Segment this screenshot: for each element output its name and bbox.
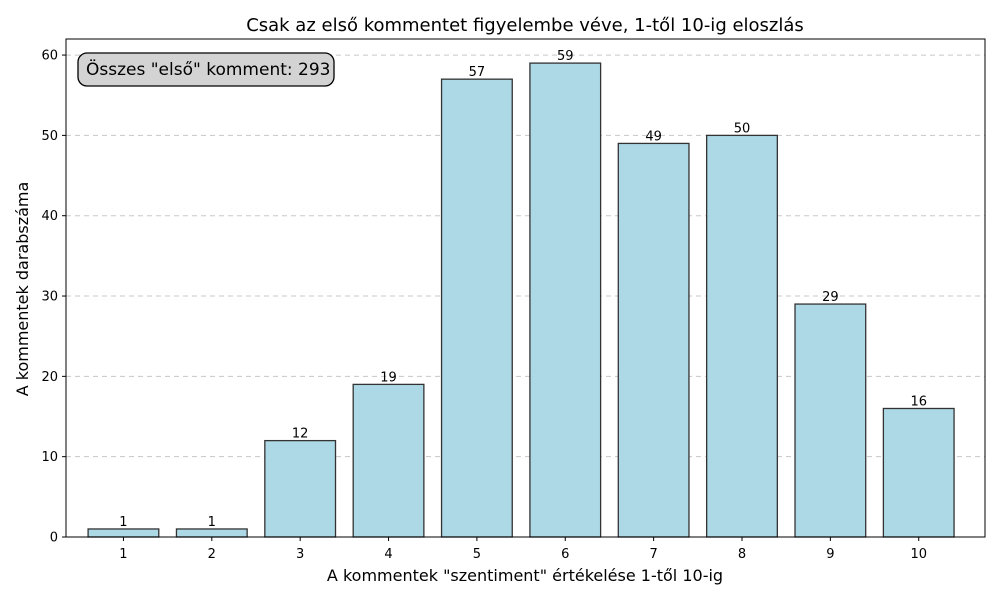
y-tick-label: 60 (41, 49, 58, 64)
bar-value-label: 12 (292, 427, 309, 442)
x-tick-label: 4 (384, 547, 392, 562)
bar-value-label: 50 (734, 121, 751, 136)
x-tick-label: 2 (208, 547, 216, 562)
x-tick-label: 3 (296, 547, 304, 562)
bar-value-label: 19 (380, 370, 397, 385)
y-axis-ticks: 0 10 20 30 40 50 60 (41, 49, 66, 546)
annotation-box (77, 52, 335, 87)
y-tick-label: 10 (41, 450, 58, 465)
bar (264, 439, 337, 538)
x-tick-label: 6 (561, 547, 569, 562)
annotation-text: Összes "első" komment: 293 (86, 58, 330, 80)
bar (440, 78, 513, 538)
bar (882, 407, 955, 538)
bar (175, 528, 248, 538)
bars (87, 62, 955, 538)
bar-value-label: 29 (822, 290, 839, 305)
bar (617, 142, 690, 538)
bar-value-label: 59 (557, 49, 574, 64)
bar-value-label: 1 (119, 515, 127, 530)
plot-frame (65, 38, 986, 538)
total-annotation: Összes "első" komment: 293 (77, 52, 335, 87)
bar-value-label: 1 (208, 515, 216, 530)
x-axis-ticks: 1 2 3 4 5 6 7 8 9 10 (119, 537, 927, 562)
y-tick-label: 0 (50, 531, 58, 546)
bar (705, 134, 778, 538)
bar-value-label: 16 (910, 394, 927, 409)
y-tick-label: 50 (41, 129, 58, 144)
x-axis-label: A kommentek "szentiment" értékelése 1-tő… (327, 566, 723, 585)
y-axis-label: A kommentek darabszáma (13, 182, 32, 397)
x-tick-label: 8 (738, 547, 746, 562)
bar (794, 303, 867, 538)
x-tick-label: 1 (119, 547, 127, 562)
bar (352, 383, 425, 538)
x-tick-label: 7 (649, 547, 657, 562)
y-tick-label: 30 (41, 290, 58, 305)
data-labels: 1 1 12 19 57 59 49 50 29 16 (119, 49, 927, 530)
y-tick-label: 40 (41, 209, 58, 224)
x-tick-label: 9 (826, 547, 834, 562)
bar-value-label: 57 (469, 65, 486, 80)
bar (87, 528, 160, 538)
chart-title: Csak az első kommentet figyelembe véve, … (246, 15, 804, 36)
x-tick-label: 10 (910, 547, 927, 562)
y-tick-label: 20 (41, 370, 58, 385)
x-tick-label: 5 (473, 547, 481, 562)
bar (529, 62, 602, 538)
bar-value-label: 49 (645, 129, 662, 144)
